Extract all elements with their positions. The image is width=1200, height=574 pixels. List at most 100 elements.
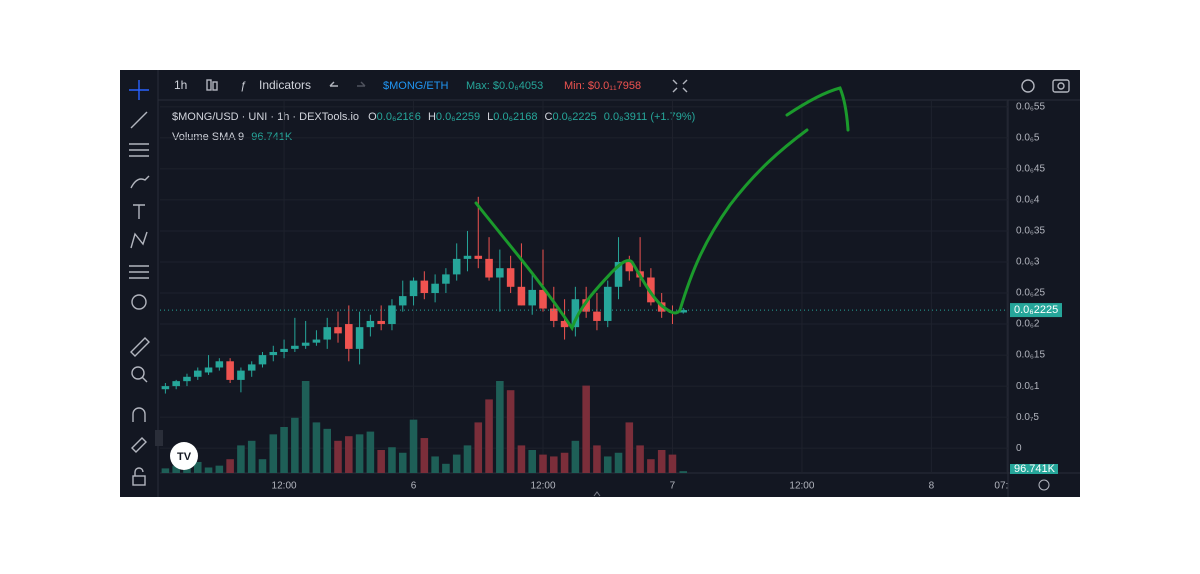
max-price: Max: $0.0₆4053: [466, 80, 543, 92]
candle-body: [571, 299, 580, 328]
volume-bar: [528, 450, 536, 473]
scroll-indicator[interactable]: [593, 491, 601, 497]
annotation-stroke: [474, 128, 809, 332]
candle-body: [366, 320, 375, 328]
redo-button[interactable]: [357, 81, 366, 87]
trendline-tool[interactable]: [130, 111, 148, 129]
time-axis: 12:00 6 12:00 7 12:00 8 07:00: [272, 481, 1008, 492]
volume-bar: [226, 459, 234, 473]
screenshot-button[interactable]: [1052, 79, 1070, 93]
candle-body: [496, 268, 504, 278]
y-tick-label: 0.0₆45: [1016, 164, 1045, 175]
x-tick-label: 7: [670, 481, 676, 492]
volume-bar: [172, 465, 180, 473]
volume-bar: [204, 467, 213, 473]
volume-sma-value: 96.741K: [251, 131, 293, 143]
volume-bar: [647, 459, 655, 473]
candle-body: [377, 320, 385, 325]
volume-bar: [301, 381, 310, 473]
volume-bar: [280, 427, 288, 473]
candle-body: [226, 361, 234, 380]
y-tick-label: 0.0₆3: [1016, 257, 1040, 268]
pair-link[interactable]: $MONG/ETH: [383, 80, 448, 92]
candle-body: [269, 351, 278, 356]
volume-bar: [485, 399, 493, 473]
volume-sma-tag: [1010, 464, 1058, 474]
legend-key: H: [428, 111, 436, 123]
y-tick-label: 0.0₆15: [1016, 350, 1045, 361]
volume-bar: [603, 456, 612, 473]
settings-button[interactable]: [1021, 79, 1035, 93]
fib-tool[interactable]: [129, 143, 149, 157]
volume-bar: [474, 422, 483, 473]
candle-body: [603, 286, 612, 321]
brush-tool[interactable]: [130, 175, 150, 189]
candle-body: [560, 320, 569, 328]
collapse-toggle[interactable]: [155, 430, 163, 446]
x-tick-label: 12:00: [530, 481, 555, 492]
legend-change: 0.0₈3911 (+1.79%): [604, 111, 696, 123]
interval-button[interactable]: 1h: [174, 78, 187, 92]
undo-button[interactable]: [329, 81, 338, 87]
y-tick-label: 0.0₆2: [1016, 319, 1040, 330]
legend-value: 0.0₆2225: [553, 111, 597, 123]
candle-body: [312, 339, 321, 343]
volume-bar: [668, 454, 677, 473]
candle-body: [355, 327, 364, 349]
volume-bar: [323, 428, 332, 473]
candle-body: [485, 258, 493, 278]
y-tick-label: 0: [1016, 443, 1022, 454]
volume-bar: [377, 450, 385, 473]
ruler-tool[interactable]: [130, 337, 150, 357]
candle-type-button[interactable]: [206, 79, 218, 91]
volume-bar: [247, 440, 256, 473]
volume-bar: [237, 445, 245, 473]
magnet-tool[interactable]: [132, 407, 146, 422]
candle-body: [183, 376, 191, 382]
volume-bar: [334, 440, 342, 473]
y-tick-label: 0.0₇5: [1016, 412, 1039, 423]
volume-sma-label: 96.741K: [1014, 463, 1056, 475]
candle-body: [463, 255, 472, 259]
volume-bar: [193, 461, 202, 473]
candle-body: [204, 367, 213, 373]
candle-body: [301, 342, 310, 346]
volume-bar: [582, 385, 590, 473]
candle-body: [172, 381, 180, 387]
candle-body: [614, 261, 623, 287]
lock-tool[interactable]: [132, 467, 146, 486]
volume-legend: Volume SMA 9 96.741K: [172, 131, 293, 143]
fx-icon: ƒ: [240, 80, 246, 92]
volume-bar: [398, 452, 407, 473]
text-tool[interactable]: [133, 204, 145, 219]
logo: TV: [170, 442, 198, 470]
volume-bar: [452, 454, 461, 473]
legend-value: 0.0₆2259: [436, 111, 480, 123]
candle-body: [247, 364, 256, 371]
legend-value: 0.0₆2168: [493, 111, 537, 123]
y-tick-label: 0.0₆55: [1016, 101, 1045, 112]
volume-bar: [560, 452, 569, 473]
top-toolbar: 1h ƒ Indicators $MONG/ETH Max: $0.0₆4053…: [174, 78, 1070, 93]
candle-body: [506, 268, 515, 287]
legend-key: L: [487, 111, 493, 123]
candle-body: [517, 286, 526, 306]
prediction-tool[interactable]: [129, 265, 149, 279]
zoom-tool[interactable]: [131, 366, 148, 383]
candle-body: [215, 361, 224, 368]
pattern-tool[interactable]: [130, 231, 148, 249]
x-tick-label: 12:00: [789, 481, 814, 492]
candle-body: [452, 258, 461, 275]
lock-drawings-tool[interactable]: [131, 437, 147, 453]
volume-bar: [442, 463, 450, 473]
axis-settings-button[interactable]: [1038, 479, 1050, 491]
emoji-tool[interactable]: [131, 294, 147, 310]
y-tick-label: 0.0₆35: [1016, 226, 1045, 237]
min-price: Min: $0.0₁₁7958: [564, 80, 641, 92]
indicators-button[interactable]: Indicators: [259, 78, 311, 92]
fullscreen-button[interactable]: [672, 79, 688, 93]
crosshair-tool[interactable]: [129, 80, 149, 100]
candle-body: [539, 289, 547, 309]
volume-bar: [366, 431, 375, 473]
x-tick-label: 12:00: [272, 481, 297, 492]
